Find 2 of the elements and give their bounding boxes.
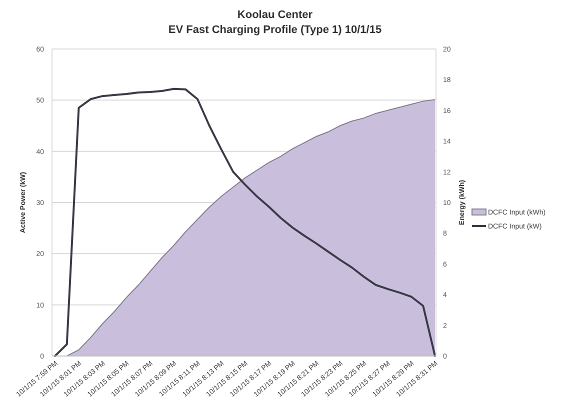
chart-subtitle: EV Fast Charging Profile (Type 1) 10/1/15 [168, 24, 382, 36]
chart-title: Koolau Center [237, 9, 314, 21]
